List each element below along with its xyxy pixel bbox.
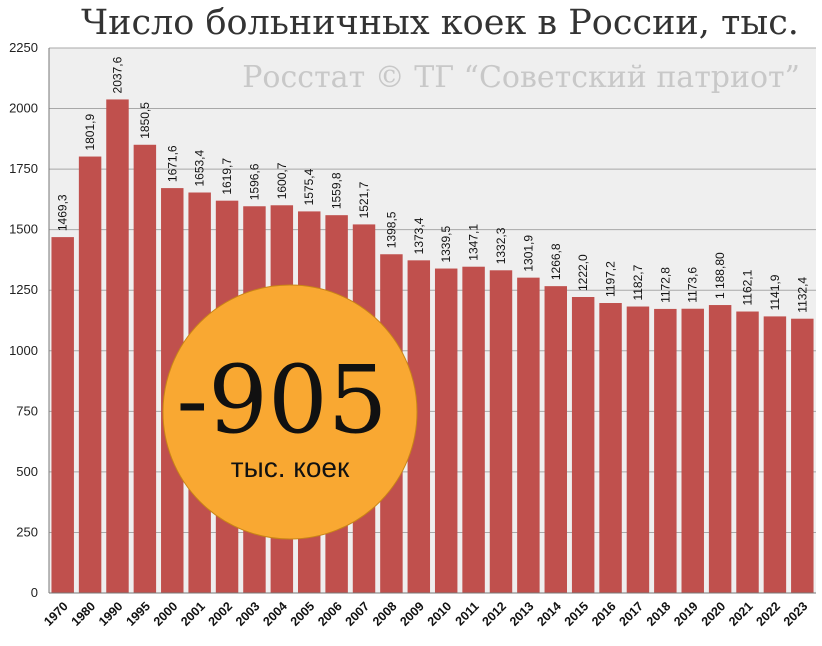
data-label: 1182,7 bbox=[631, 264, 645, 300]
x-tick-label: 2006 bbox=[315, 599, 345, 629]
bar bbox=[763, 316, 787, 593]
chart-title: Число больничных коек в России, тыс. bbox=[81, 3, 799, 43]
x-tick-label: 2003 bbox=[233, 599, 263, 629]
x-axis: 1970198019901995200020012002200320042005… bbox=[41, 592, 816, 629]
data-label: 1801,9 bbox=[83, 114, 97, 151]
x-tick-label: 2016 bbox=[589, 599, 619, 629]
bar bbox=[51, 237, 74, 593]
data-label: 1301,9 bbox=[521, 235, 535, 272]
x-tick-label: 2023 bbox=[781, 599, 811, 629]
data-label: 1671,6 bbox=[165, 145, 179, 182]
bar bbox=[78, 156, 102, 593]
data-label: 1197,2 bbox=[604, 261, 618, 297]
x-tick-label: 2020 bbox=[699, 599, 729, 629]
x-tick-label: 2004 bbox=[260, 599, 290, 629]
x-tick-label: 2012 bbox=[480, 599, 510, 629]
data-label: 1173,6 bbox=[686, 267, 700, 303]
data-label: 1141,9 bbox=[768, 274, 782, 310]
data-label: 1653,4 bbox=[193, 149, 207, 186]
x-tick-label: 1995 bbox=[123, 599, 153, 629]
data-label: 1559,8 bbox=[330, 172, 344, 209]
bar bbox=[599, 303, 622, 593]
bar bbox=[489, 270, 513, 593]
bar bbox=[791, 318, 814, 593]
data-label: 1850,5 bbox=[138, 102, 152, 139]
y-tick-label: 2250 bbox=[9, 40, 38, 55]
x-tick-label: 2002 bbox=[206, 599, 236, 629]
data-label: 1619,7 bbox=[220, 158, 234, 195]
x-tick-label: 2021 bbox=[726, 599, 756, 629]
x-tick-label: 2007 bbox=[343, 599, 373, 629]
x-tick-label: 2000 bbox=[151, 599, 181, 629]
x-tick-label: 2013 bbox=[507, 599, 537, 629]
y-tick-label: 1250 bbox=[9, 282, 38, 297]
x-tick-label: 1970 bbox=[41, 599, 71, 629]
y-tick-label: 0 bbox=[31, 585, 38, 600]
bar bbox=[133, 144, 157, 594]
bar bbox=[407, 260, 431, 593]
bar bbox=[708, 305, 732, 593]
badge-circle bbox=[162, 284, 418, 540]
x-tick-label: 2011 bbox=[453, 599, 482, 628]
y-tick-label: 1000 bbox=[9, 343, 38, 358]
data-labels: 1469,3 1801,9 2037,6 1850,5 1671,6 1653,4 1619… bbox=[56, 56, 810, 312]
bar bbox=[736, 311, 759, 593]
x-tick-label: 2001 bbox=[178, 599, 208, 629]
bar bbox=[434, 268, 458, 593]
data-label: 1469,3 bbox=[56, 194, 70, 231]
data-label: 1339,5 bbox=[439, 226, 453, 263]
data-label: 1172,8 bbox=[658, 267, 672, 303]
x-tick-label: 2014 bbox=[534, 599, 564, 629]
x-tick-label: 1980 bbox=[69, 599, 99, 629]
y-tick-label: 500 bbox=[16, 464, 38, 479]
data-label: 1266,8 bbox=[549, 243, 563, 280]
x-tick-label: 2015 bbox=[562, 599, 592, 629]
y-tick-label: 1500 bbox=[9, 222, 38, 237]
bar bbox=[462, 266, 485, 593]
bar bbox=[626, 306, 650, 593]
y-tick-label: 250 bbox=[16, 524, 38, 539]
x-tick-label: 2022 bbox=[753, 599, 783, 629]
x-tick-label: 2005 bbox=[288, 599, 318, 629]
data-label: 1596,6 bbox=[247, 163, 261, 200]
x-tick-label: 2008 bbox=[370, 599, 400, 629]
x-tick-label: 2017 bbox=[617, 599, 647, 629]
data-label: 1132,4 bbox=[795, 277, 809, 313]
y-tick-label: 750 bbox=[16, 403, 38, 418]
bar bbox=[544, 286, 567, 593]
x-tick-label: 2010 bbox=[425, 599, 455, 629]
data-label: 1398,5 bbox=[384, 211, 398, 248]
badge-unit: тыс. коек bbox=[231, 452, 350, 483]
data-label: 1 188,80 bbox=[713, 252, 727, 299]
bar bbox=[571, 297, 595, 593]
data-label: 2037,6 bbox=[110, 56, 124, 93]
watermark-text: Росстат © ТГ “Советский патриот” bbox=[242, 60, 800, 95]
data-label: 1332,3 bbox=[494, 227, 508, 264]
bar bbox=[106, 99, 129, 593]
data-label: 1373,4 bbox=[412, 217, 426, 254]
y-tick-label: 2000 bbox=[9, 101, 38, 116]
data-label: 1521,7 bbox=[357, 181, 371, 218]
bar bbox=[654, 308, 677, 593]
data-label: 1575,4 bbox=[302, 168, 316, 205]
y-axis: 0 250 500 750 1000 1250 1500 1750 2000 2250 bbox=[9, 40, 50, 600]
data-label: 1347,1 bbox=[467, 224, 481, 261]
bar bbox=[681, 308, 704, 593]
bar bbox=[517, 277, 540, 593]
summary-badge: -905 тыс. коек bbox=[162, 284, 418, 540]
x-tick-label: 1990 bbox=[96, 599, 126, 629]
y-tick-label: 1750 bbox=[9, 161, 38, 176]
x-tick-label: 2018 bbox=[644, 599, 674, 629]
x-tick-label: 2019 bbox=[671, 599, 701, 629]
badge-number: -905 bbox=[176, 346, 387, 455]
data-label: 1162,1 bbox=[741, 269, 755, 305]
data-label: 1600,7 bbox=[275, 162, 289, 199]
data-label: 1222,0 bbox=[576, 254, 590, 291]
x-tick-label: 2009 bbox=[397, 599, 427, 629]
